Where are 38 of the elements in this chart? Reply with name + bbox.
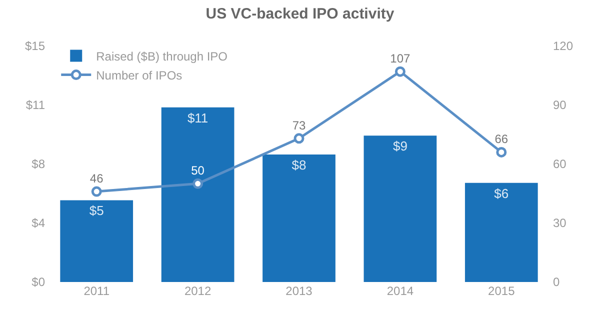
y-tick-label: $15 xyxy=(24,39,46,54)
data-label: 73 xyxy=(292,118,306,132)
y-tick-label: $8 xyxy=(32,157,46,172)
x-tick-label: 2012 xyxy=(184,284,212,298)
y2-tick-label: 120 xyxy=(553,39,574,54)
data-label: $11 xyxy=(187,110,208,126)
y-tick-label: $11 xyxy=(26,98,46,112)
point xyxy=(496,146,507,158)
chart-title: US VC-backed IPO activity xyxy=(206,5,395,22)
data-label: $5 xyxy=(89,203,104,218)
y-tick-label: $0 xyxy=(32,275,46,290)
data-label: $6 xyxy=(494,186,509,201)
legend-label: Raised ($B) through IPO xyxy=(96,49,228,64)
data-label: 107 xyxy=(390,52,411,66)
x-tick-label: 2013 xyxy=(286,284,313,298)
y-tick-label: $4 xyxy=(32,216,46,230)
data-label: $8 xyxy=(292,158,306,173)
x-tick-label: 2014 xyxy=(386,284,414,298)
point xyxy=(192,178,204,189)
x-tick-label: 2011 xyxy=(84,284,110,298)
y2-tick-label: 60 xyxy=(553,157,567,172)
y2-tick-label: 90 xyxy=(553,98,567,112)
point xyxy=(394,66,406,77)
bar xyxy=(364,136,437,282)
data-label: 46 xyxy=(90,172,104,186)
y2-tick-label: 30 xyxy=(553,216,567,230)
point xyxy=(294,133,304,144)
data-label: 66 xyxy=(494,132,508,146)
bar xyxy=(464,182,538,282)
y2-tick-label: 0 xyxy=(553,275,560,290)
bar xyxy=(60,200,134,282)
data-label: 50 xyxy=(191,164,205,178)
bar xyxy=(262,154,336,282)
x-tick-label: 2015 xyxy=(488,284,516,298)
point xyxy=(91,186,102,197)
legend-label: Number of IPOs xyxy=(96,68,182,82)
data-label: $9 xyxy=(392,138,408,154)
bar xyxy=(161,107,234,282)
